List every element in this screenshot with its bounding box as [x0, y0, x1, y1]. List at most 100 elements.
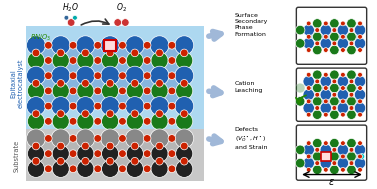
- Circle shape: [347, 83, 356, 93]
- Polygon shape: [326, 81, 343, 95]
- Circle shape: [313, 83, 322, 93]
- Circle shape: [340, 48, 345, 52]
- Circle shape: [150, 129, 169, 148]
- Circle shape: [354, 89, 366, 100]
- Circle shape: [332, 106, 337, 110]
- Circle shape: [307, 112, 311, 117]
- Circle shape: [26, 129, 46, 148]
- Circle shape: [119, 165, 126, 173]
- Text: $\varepsilon$: $\varepsilon$: [328, 177, 335, 187]
- Circle shape: [26, 36, 46, 55]
- Circle shape: [52, 145, 69, 162]
- Circle shape: [296, 97, 305, 106]
- Circle shape: [101, 160, 119, 177]
- Circle shape: [126, 145, 143, 162]
- Circle shape: [313, 19, 322, 28]
- Bar: [26, 129, 204, 181]
- Circle shape: [358, 99, 362, 104]
- Circle shape: [181, 49, 188, 57]
- Polygon shape: [309, 95, 326, 108]
- Circle shape: [358, 48, 362, 52]
- Circle shape: [101, 82, 119, 99]
- Circle shape: [69, 150, 77, 157]
- Circle shape: [57, 110, 64, 118]
- Circle shape: [52, 160, 69, 177]
- Circle shape: [150, 97, 169, 116]
- Circle shape: [143, 87, 151, 95]
- Circle shape: [307, 154, 311, 159]
- Text: Substrate: Substrate: [14, 139, 20, 172]
- Circle shape: [358, 72, 362, 77]
- Circle shape: [28, 52, 44, 69]
- Circle shape: [181, 110, 188, 118]
- Circle shape: [156, 110, 163, 118]
- Circle shape: [323, 48, 328, 52]
- Circle shape: [106, 49, 114, 57]
- Circle shape: [125, 129, 144, 148]
- Circle shape: [340, 112, 345, 117]
- Text: $O_2$: $O_2$: [116, 2, 127, 14]
- Circle shape: [323, 99, 328, 104]
- Circle shape: [57, 157, 64, 165]
- Circle shape: [51, 129, 70, 148]
- Circle shape: [76, 66, 95, 85]
- Circle shape: [69, 165, 77, 173]
- Bar: [104, 40, 116, 51]
- Circle shape: [332, 28, 337, 33]
- Circle shape: [81, 110, 89, 118]
- Circle shape: [94, 87, 101, 95]
- Circle shape: [337, 38, 349, 49]
- Circle shape: [76, 97, 95, 116]
- Circle shape: [51, 66, 70, 85]
- Circle shape: [303, 102, 314, 114]
- Circle shape: [57, 142, 64, 150]
- Circle shape: [77, 145, 94, 162]
- Circle shape: [101, 113, 119, 130]
- Circle shape: [57, 49, 64, 57]
- Circle shape: [307, 167, 311, 172]
- Circle shape: [121, 19, 129, 26]
- Circle shape: [73, 15, 77, 20]
- Circle shape: [320, 102, 331, 114]
- Circle shape: [101, 129, 120, 148]
- Circle shape: [156, 80, 163, 87]
- Circle shape: [313, 152, 322, 161]
- Circle shape: [337, 76, 349, 87]
- Polygon shape: [36, 154, 61, 169]
- Polygon shape: [159, 76, 184, 106]
- Circle shape: [349, 106, 354, 110]
- Polygon shape: [326, 150, 343, 163]
- Circle shape: [329, 70, 339, 80]
- Circle shape: [323, 21, 328, 26]
- Polygon shape: [159, 154, 184, 169]
- Circle shape: [69, 87, 77, 95]
- Text: Defects
$(V_O^{\bullet\bullet},H^\bullet)$
and Strain: Defects $(V_O^{\bullet\bullet},H^\bullet…: [234, 127, 267, 150]
- Circle shape: [358, 86, 362, 90]
- Circle shape: [359, 154, 365, 159]
- Circle shape: [69, 118, 77, 125]
- Circle shape: [354, 144, 366, 156]
- Circle shape: [81, 49, 89, 57]
- Circle shape: [315, 92, 320, 97]
- Circle shape: [354, 76, 366, 87]
- Circle shape: [176, 145, 193, 162]
- Circle shape: [143, 42, 151, 49]
- Circle shape: [340, 34, 345, 39]
- Polygon shape: [326, 30, 343, 43]
- Circle shape: [358, 167, 362, 172]
- Circle shape: [315, 79, 320, 84]
- Circle shape: [303, 38, 314, 49]
- Circle shape: [303, 76, 314, 87]
- Circle shape: [106, 80, 114, 87]
- Circle shape: [44, 87, 52, 95]
- Polygon shape: [36, 76, 61, 106]
- Circle shape: [332, 41, 337, 46]
- Circle shape: [340, 99, 345, 104]
- Circle shape: [150, 36, 169, 55]
- Circle shape: [347, 138, 356, 148]
- Circle shape: [44, 42, 52, 49]
- Circle shape: [340, 21, 345, 26]
- Circle shape: [156, 157, 163, 165]
- Circle shape: [176, 160, 193, 177]
- Circle shape: [57, 80, 64, 87]
